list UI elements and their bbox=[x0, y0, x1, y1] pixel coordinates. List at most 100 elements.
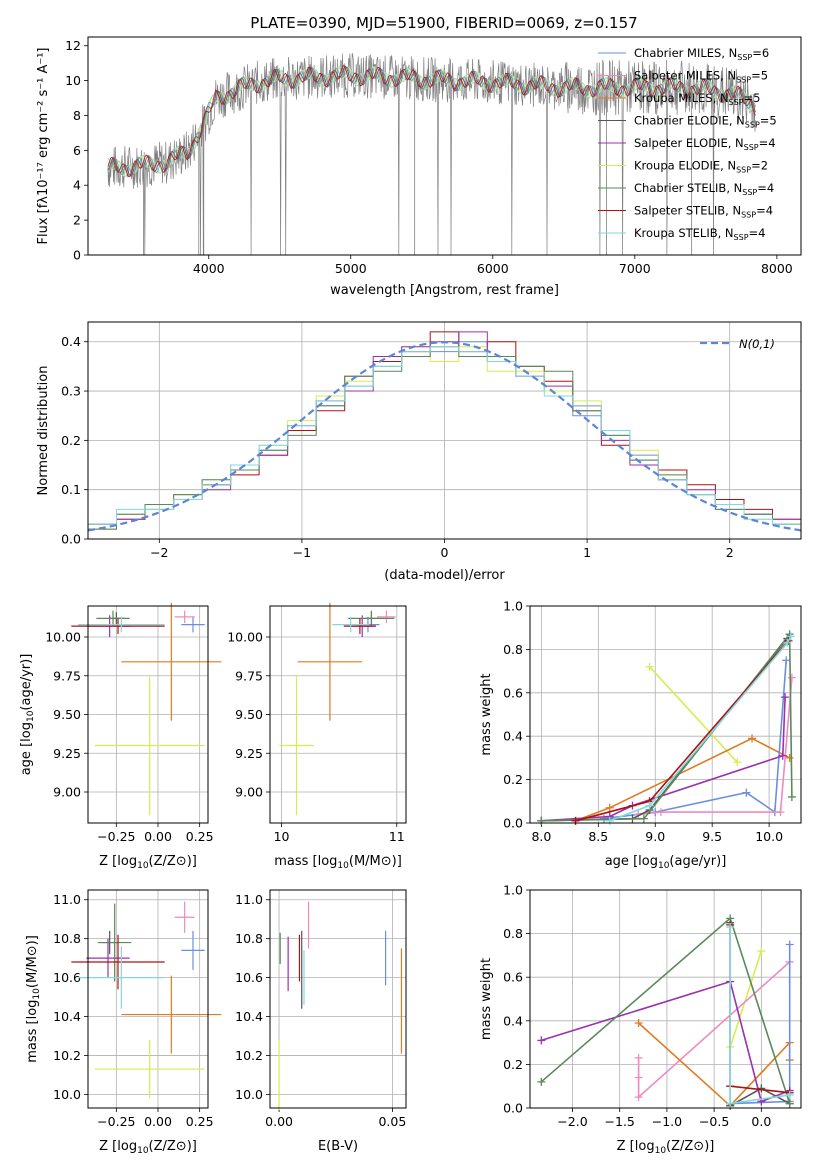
spectrum-ylabel: Flux [fλ10⁻¹⁷ erg cm⁻² s⁻¹ A⁻¹] bbox=[36, 48, 51, 245]
age_vs_Z-frame bbox=[87, 605, 209, 824]
figure-title: PLATE=0390, MJD=51900, FIBERID=0069, z=0… bbox=[250, 14, 637, 32]
x-tick-label: 0.25 bbox=[186, 829, 214, 844]
weight_vs_Z-frame bbox=[529, 889, 802, 1109]
series-marker bbox=[776, 808, 785, 817]
y-tick-label: 2 bbox=[73, 213, 81, 228]
x-tick-label: −0.5 bbox=[699, 1114, 729, 1129]
y-tick-label: 0.4 bbox=[61, 334, 81, 349]
y-tick-label: 0.3 bbox=[61, 384, 81, 399]
series-marker bbox=[639, 814, 648, 823]
series-marker bbox=[656, 808, 665, 817]
weight_vs_age-ylabel: mass weight bbox=[479, 673, 494, 755]
series-line-kroupa_elodie bbox=[729, 950, 763, 1048]
mass_vs_ebv-points bbox=[278, 901, 403, 1110]
y-tick-label: 0.2 bbox=[61, 433, 81, 448]
x-tick-label: 8.5 bbox=[588, 829, 608, 844]
age_vs_mass-frame bbox=[269, 605, 407, 824]
age_vs_Z-points bbox=[71, 602, 222, 816]
spectrum-model-salpeter_stelib bbox=[107, 64, 756, 178]
y-tick-label: 0.2 bbox=[503, 1057, 523, 1072]
x-tick-label: −0.25 bbox=[97, 829, 135, 844]
x-tick-label: 0.00 bbox=[144, 829, 172, 844]
weight_vs_age-frame bbox=[529, 605, 802, 824]
series-marker bbox=[785, 940, 794, 949]
y-tick-label: 6 bbox=[73, 143, 81, 158]
y-tick-label: 11.0 bbox=[235, 892, 263, 907]
series-marker bbox=[645, 662, 654, 671]
y-tick-label: 0.0 bbox=[503, 816, 523, 831]
series-line-salpeter_elodie bbox=[541, 980, 790, 1103]
age_vs_Z-ylabel: age [log10(age/yr)] bbox=[19, 654, 36, 776]
spectrum-data-line bbox=[107, 53, 756, 256]
mass_vs_Z-ylabel: mass [log10(M/M⊙)] bbox=[25, 935, 42, 1063]
x-tick-label: −1.0 bbox=[652, 1114, 682, 1129]
series-line-salpeter_elodie bbox=[541, 697, 786, 822]
residuals-axes: −2 −1 0 1 2 0.0 0.1 0.2 0.3 0.4 bbox=[61, 322, 801, 560]
y-tick-label: 9.25 bbox=[235, 746, 263, 761]
series-marker bbox=[786, 632, 795, 641]
x-tick-label: 0.00 bbox=[144, 1114, 172, 1129]
mass_vs_ebv-frame bbox=[269, 889, 407, 1109]
y-tick-label: 10.2 bbox=[53, 1048, 81, 1063]
series-marker bbox=[733, 758, 742, 767]
y-tick-label: 0.8 bbox=[503, 642, 523, 657]
x-tick-label: 8000 bbox=[761, 261, 793, 276]
mass_vs_ebv-axes: 0.00 0.05 10.0 10.2 10.4 10.6 10.8 11.0 bbox=[235, 890, 406, 1129]
age_vs_mass-points bbox=[279, 602, 396, 816]
series-marker bbox=[645, 801, 654, 810]
legend-entry: Kroupa ELODIE, NSSP=2 bbox=[634, 159, 768, 175]
weight_vs_Z-ylabel: mass weight bbox=[479, 958, 494, 1040]
series-line-chabrier_miles bbox=[603, 660, 787, 820]
mass_vs_ebv-xlabel: E(B-V) bbox=[318, 1139, 358, 1154]
legend-entry: Salpeter MILES, NSSP=5 bbox=[634, 69, 768, 85]
x-tick-label: 8.0 bbox=[531, 829, 551, 844]
x-tick-label: 9.0 bbox=[645, 829, 665, 844]
mass_vs_Z-frame bbox=[87, 889, 209, 1109]
x-tick-label: −1.5 bbox=[605, 1114, 635, 1129]
series-marker bbox=[785, 1099, 794, 1108]
y-tick-label: 0.8 bbox=[503, 926, 523, 941]
series-marker bbox=[537, 816, 546, 825]
series-marker bbox=[785, 1090, 794, 1099]
y-tick-label: 4 bbox=[73, 178, 81, 193]
y-tick-label: 0.0 bbox=[61, 532, 81, 547]
y-tick-label: 9.50 bbox=[235, 707, 263, 722]
x-tick-label: 6000 bbox=[477, 261, 509, 276]
legend-entry: Salpeter ELODIE, NSSP=4 bbox=[634, 136, 776, 152]
legend-entry: Chabrier STELIB, NSSP=4 bbox=[634, 181, 774, 197]
series-line-kroupa_stelib bbox=[609, 636, 792, 822]
series-marker bbox=[787, 792, 796, 801]
y-tick-label: 10.6 bbox=[235, 970, 263, 985]
x-tick-label: 0.0 bbox=[751, 1114, 771, 1129]
y-tick-label: 0.6 bbox=[503, 970, 523, 985]
mass_vs_Z-points bbox=[71, 901, 222, 1099]
x-tick-label: 10.0 bbox=[755, 829, 783, 844]
series-marker bbox=[748, 734, 757, 743]
y-tick-label: 9.25 bbox=[53, 746, 81, 761]
x-tick-label: 0.00 bbox=[265, 1114, 293, 1129]
age_vs_Z-xlabel: Z [log10(Z/Z⊙)] bbox=[99, 854, 197, 871]
mass_vs_Z-xlabel: Z [log10(Z/Z⊙)] bbox=[99, 1139, 197, 1156]
series-marker bbox=[726, 923, 735, 932]
weight_vs_Z-series bbox=[537, 914, 794, 1110]
y-tick-label: 10.2 bbox=[235, 1048, 263, 1063]
series-marker bbox=[757, 1084, 766, 1093]
y-tick-label: 10.6 bbox=[53, 970, 81, 985]
series-marker bbox=[782, 656, 791, 665]
series-marker bbox=[787, 673, 796, 682]
y-tick-label: 1.0 bbox=[503, 883, 523, 898]
series-marker bbox=[634, 1053, 643, 1062]
x-tick-label: −0.25 bbox=[97, 1114, 135, 1129]
x-tick-label: 5000 bbox=[335, 261, 367, 276]
y-tick-label: 9.00 bbox=[235, 785, 263, 800]
normal-curve bbox=[87, 341, 802, 532]
series-marker bbox=[537, 1077, 546, 1086]
normal-legend-label: N(0,1) bbox=[739, 337, 775, 351]
series-line-chabrier_stelib bbox=[541, 631, 793, 822]
legend-entry: Chabrier ELODIE, NSSP=5 bbox=[634, 114, 777, 130]
series-line-salpeter_stelib bbox=[575, 640, 790, 822]
y-tick-label: 10.4 bbox=[53, 1009, 81, 1024]
y-tick-label: 0.2 bbox=[503, 772, 523, 787]
weight_vs_age-xlabel: age [log10(age/yr)] bbox=[605, 854, 727, 871]
